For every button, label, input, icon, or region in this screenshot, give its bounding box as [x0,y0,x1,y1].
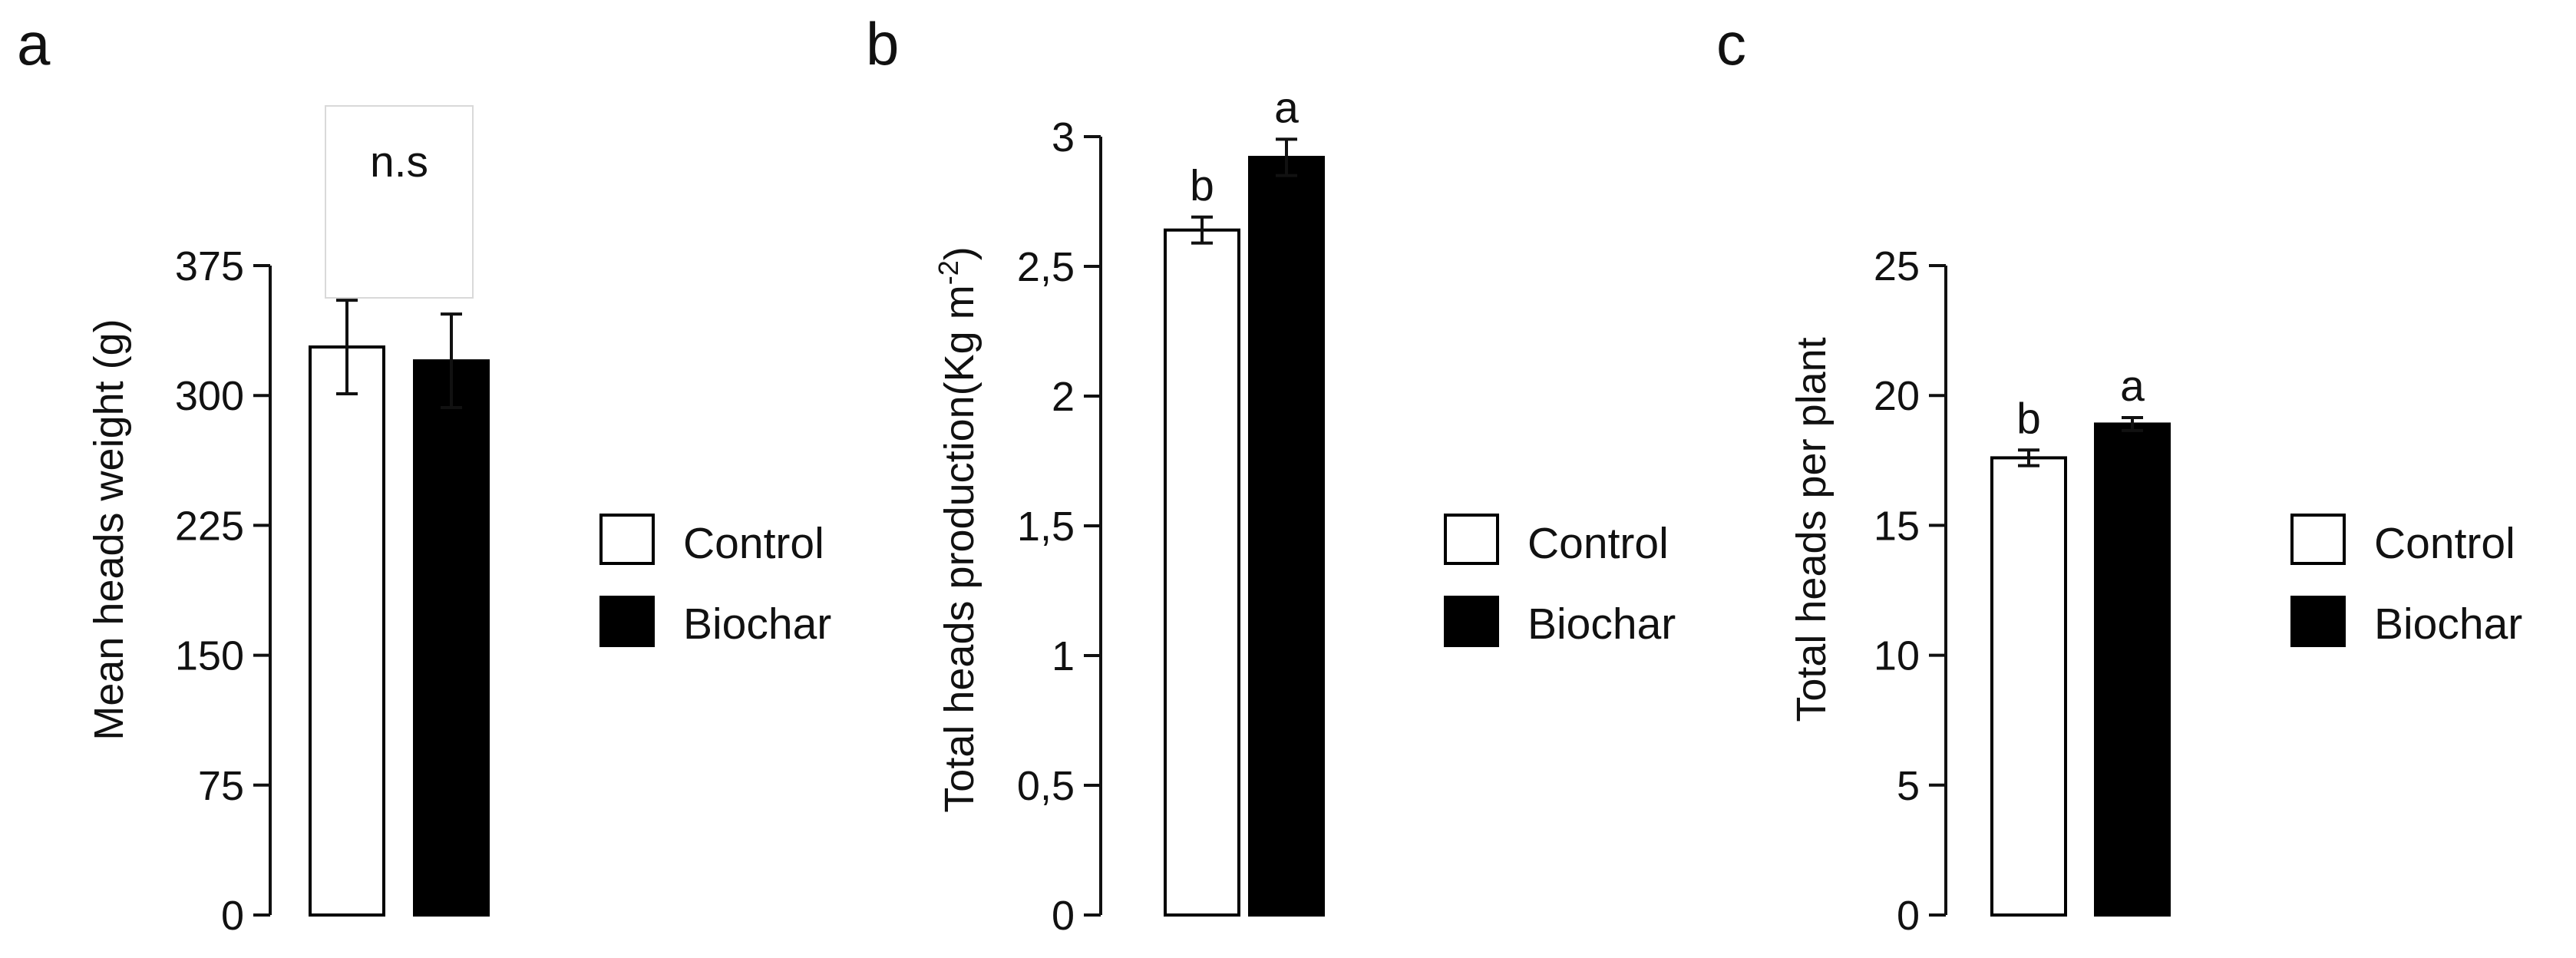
y-tick-label: 10 [1874,633,1920,679]
legend-swatch-control [2290,514,2346,565]
annotation-ns: n.s [370,137,428,187]
legend-label-control: Control [1527,519,1669,568]
y-tick-label: 5 [1897,763,1920,809]
panel-b-letter: b [866,10,899,78]
legend-swatch-control [599,514,655,565]
y-tick-label: 20 [1874,373,1920,419]
y-axis-title: Total heads per plant [1788,337,1835,722]
panel-a: a 0 75 150 225 300 375 Mean heads weight (g) n.… [17,10,831,939]
y-tick-label: 225 [175,503,244,549]
panel-a-letter: a [17,10,51,78]
bar-biochar [1248,156,1325,917]
annotation-box [325,105,474,299]
panel-a-legend: Control Biochar [599,514,831,649]
y-tick-label: 2 [1052,374,1075,420]
legend-label-biochar: Biochar [1527,600,1676,649]
y-tick-label: 75 [198,763,244,809]
legend-swatch-biochar [2290,596,2346,647]
y-tick-label: 150 [175,633,244,679]
y-axis-title: Mean heads weight (g) [86,319,132,740]
panel-a-plot: 0 75 150 225 300 375 Mean heads weight (g) n.s [86,105,490,939]
panel-c: c 0 5 10 15 20 25 Total heads per plant b a Cont… [1716,10,2522,939]
y-tick-label: 2,5 [1017,244,1075,290]
significance-letter: b [2016,394,2041,443]
y-tick-label: 0 [1052,893,1075,939]
y-tick-label: 3 [1052,114,1075,160]
legend-swatch-biochar [599,596,655,647]
panel-c-legend: Control Biochar [2290,514,2522,649]
bar-control [1164,228,1240,917]
legend-label-biochar: Biochar [2374,600,2522,649]
legend-swatch-control [1444,514,1499,565]
y-tick-label: 1 [1052,633,1075,679]
panel-c-letter: c [1716,10,1746,78]
y-tick-label: 0 [1897,893,1920,939]
panel-b-plot: 0 0,5 1 1,5 2 2,5 3 Total heads production(Kg m… [933,83,1325,939]
bar-control [1990,456,2067,917]
legend-label-control: Control [683,519,824,568]
bar-biochar [413,359,490,917]
legend-label-biochar: Biochar [683,600,831,649]
legend-label-control: Control [2374,519,2515,568]
bar-biochar [2094,422,2171,917]
y-tick-label: 15 [1874,503,1920,549]
y-tick-label: 1,5 [1017,504,1075,550]
significance-letter: a [2120,362,2145,411]
significance-letter: b [1190,161,1214,210]
panel-c-plot: 0 5 10 15 20 25 Total heads per plant b a [1788,243,2171,939]
y-axis-title: Total heads production(Kg m-2) [933,246,983,812]
y-tick-label: 0,5 [1017,763,1075,809]
y-tick-label: 375 [175,243,244,289]
significance-letter: a [1274,83,1299,132]
bar-control [309,345,385,917]
panel-b: b 0 0,5 1 1,5 2 2,5 3 Total heads production(Kg… [866,10,1676,939]
y-tick-label: 25 [1874,243,1920,289]
legend-swatch-biochar [1444,596,1499,647]
y-tick-label: 0 [221,893,244,939]
y-tick-label: 300 [175,373,244,419]
panel-b-legend: Control Biochar [1444,514,1676,649]
